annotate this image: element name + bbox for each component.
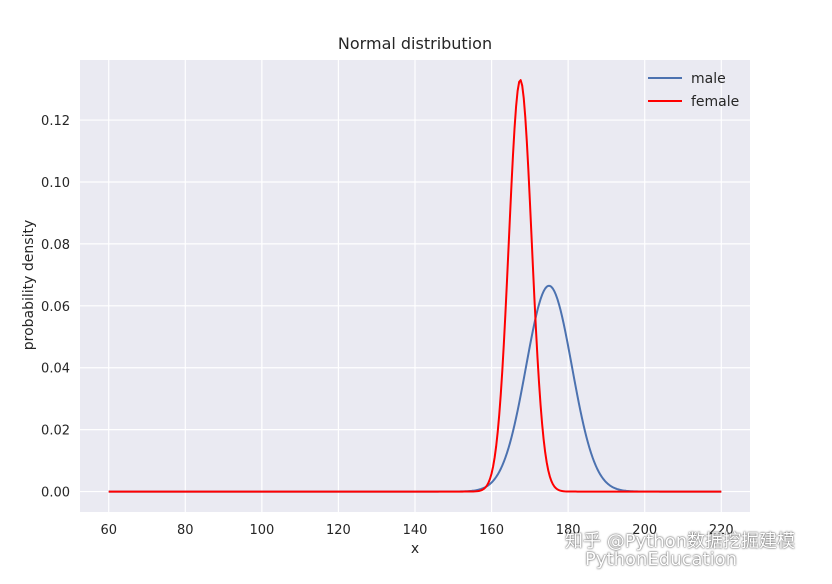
x-tick-labels: 60 80 100 120 140 160 180 200 220 <box>100 523 733 538</box>
y-tick-labels: 0.00 0.02 0.04 0.06 0.08 0.10 0.12 <box>41 114 70 501</box>
y-tick-label: 0.06 <box>41 300 70 315</box>
legend: male female <box>648 71 739 110</box>
x-tick-label: 180 <box>556 523 581 538</box>
series-line-female <box>108 79 722 493</box>
y-tick-label: 0.00 <box>41 486 70 501</box>
x-tick-label: 140 <box>403 523 428 538</box>
legend-label-female: female <box>691 94 739 110</box>
y-tick-label: 0.08 <box>41 238 70 253</box>
x-tick-label: 200 <box>632 523 657 538</box>
x-tick-label: 220 <box>709 523 734 538</box>
x-tick-label: 120 <box>326 523 351 538</box>
x-tick-label: 60 <box>100 523 117 538</box>
x-tick-label: 160 <box>479 523 504 538</box>
y-tick-label: 0.04 <box>41 362 70 377</box>
series-lines <box>108 79 722 493</box>
grid <box>80 60 750 512</box>
y-tick-label: 0.02 <box>41 424 70 439</box>
y-axis-label: probability density <box>21 220 37 350</box>
x-tick-label: 80 <box>177 523 194 538</box>
x-tick-label: 100 <box>249 523 274 538</box>
y-tick-label: 0.12 <box>41 114 70 129</box>
x-axis-label: x <box>411 541 419 557</box>
watermark-line1: 知乎 @Python数据挖掘建模 <box>565 531 796 552</box>
legend-label-male: male <box>691 71 726 87</box>
chart-title: Normal distribution <box>338 34 492 53</box>
y-tick-label: 0.10 <box>41 176 70 191</box>
watermark: 知乎 @Python数据挖掘建模 PythonEducation <box>565 527 795 570</box>
watermark-line2: PythonEducation <box>585 549 738 570</box>
